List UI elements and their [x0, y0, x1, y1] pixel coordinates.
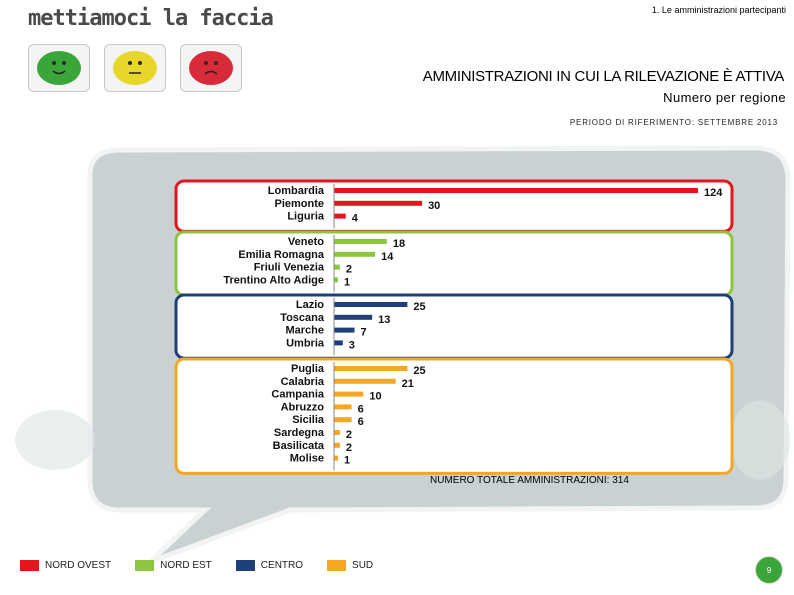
category-label: Molise [290, 453, 324, 465]
bar [334, 340, 343, 346]
bar [334, 213, 346, 219]
bar [334, 302, 408, 307]
category-label: Piemonte [274, 198, 324, 210]
legend-swatch [327, 560, 347, 571]
page-title: AMMINISTRAZIONI IN CUI LA RILEVAZIONE È … [422, 68, 785, 85]
category-label: Umbria [286, 337, 325, 349]
period-label: PERIODO DI RIFERIMENTO: SETTEMBRE 2013 [569, 118, 778, 127]
value-label: 1 [344, 455, 350, 467]
category-label: Emilia Romagna [238, 249, 324, 261]
value-label: 2 [346, 264, 352, 276]
value-label: 1 [344, 276, 350, 288]
value-label: 6 [358, 416, 364, 428]
legend-swatch [135, 560, 155, 571]
bar [334, 417, 352, 423]
legend-item-nord-ovest: NORD OVEST [20, 560, 111, 571]
category-label: Veneto [288, 236, 324, 248]
bar [334, 366, 408, 371]
bar [334, 391, 364, 397]
green-smiley-icon [37, 51, 81, 85]
bar [334, 455, 338, 461]
category-label: Basilicata [273, 440, 325, 452]
bar [334, 251, 376, 257]
bar [334, 277, 338, 283]
value-label: 124 [704, 187, 723, 199]
category-label: Abruzzo [281, 401, 325, 413]
legend-label: SUD [352, 560, 374, 571]
legend-label: NORD OVEST [45, 560, 112, 571]
legend-item-centro: CENTRO [235, 560, 304, 571]
legend-swatch [20, 560, 39, 571]
section-label: 1. Le amministrazioni partecipanti [651, 5, 786, 15]
value-label: 13 [378, 314, 390, 326]
group-box [174, 293, 734, 360]
group-box [174, 357, 734, 475]
legend-item-nord-est: NORD EST [135, 560, 212, 571]
bar [334, 327, 355, 333]
value-label: 4 [352, 213, 359, 225]
value-label: 18 [393, 238, 405, 250]
category-label: Trentino Alto Adige [223, 274, 324, 286]
next-page-button[interactable]: 9 [755, 556, 783, 584]
yellow-smiley-icon [113, 51, 157, 85]
value-label: 7 [361, 327, 367, 339]
smiley-rating-icons [28, 44, 242, 92]
category-label: Sardegna [274, 427, 325, 439]
value-label: 25 [413, 365, 425, 377]
legend-label: CENTRO [260, 560, 304, 571]
value-label: 30 [428, 200, 440, 212]
category-label: Puglia [291, 363, 325, 375]
value-label: 10 [369, 391, 381, 403]
value-label: 14 [381, 251, 394, 263]
category-label: Sicilia [292, 414, 325, 426]
category-label: Lazio [296, 299, 324, 311]
value-label: 6 [358, 403, 364, 415]
category-label: Campania [271, 389, 324, 401]
value-label: 21 [402, 378, 414, 390]
bar [334, 404, 352, 410]
value-label: 3 [349, 339, 355, 351]
category-label: Friuli Venezia [254, 262, 325, 274]
bar [334, 264, 340, 270]
legend-label: NORD EST [160, 560, 212, 571]
total-label: NUMERO TOTALE AMMINISTRAZIONI: 314 [430, 475, 629, 486]
bar [334, 442, 340, 448]
red-smiley-icon [189, 51, 233, 85]
legend: NORD OVEST NORD EST CENTRO SUD [20, 560, 397, 571]
category-label: Calabria [281, 376, 325, 388]
value-label: 25 [413, 301, 425, 313]
category-label: Liguria [287, 211, 325, 223]
bar [334, 188, 698, 193]
bar [334, 430, 340, 435]
value-label: 2 [346, 429, 352, 441]
category-label: Marche [285, 325, 324, 337]
bar [334, 200, 423, 206]
bar [334, 239, 387, 244]
legend-item-sud: SUD [327, 560, 373, 571]
page-subtitle: Numero per regione [663, 90, 786, 105]
bar [334, 378, 396, 384]
category-label: Lombardia [268, 185, 325, 197]
category-label: Toscana [280, 312, 325, 324]
legend-swatch [235, 560, 255, 571]
logo: mettiamoci la faccia [28, 6, 274, 31]
value-label: 2 [346, 442, 352, 454]
bar [334, 314, 373, 320]
